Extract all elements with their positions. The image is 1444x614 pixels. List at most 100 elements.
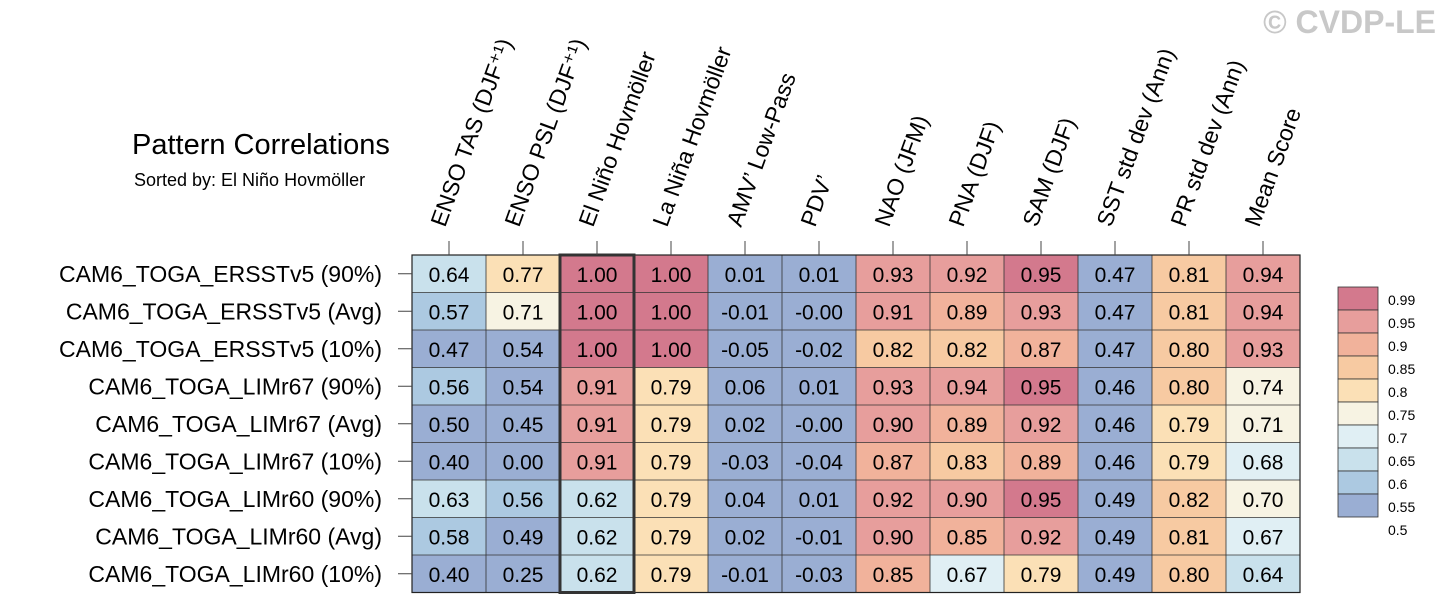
- heatmap-cell: [856, 480, 930, 518]
- heatmap-cell: [708, 255, 782, 293]
- colorbar-label: 0.6: [1388, 476, 1408, 492]
- cell-value-label: 0.56: [503, 489, 544, 512]
- cell-value-label: -0.01: [721, 564, 769, 587]
- colorbar-swatch: [1337, 286, 1379, 311]
- heatmap-cell: [856, 555, 930, 593]
- cell-value-label: 0.91: [873, 301, 914, 324]
- heatmap-cell: [930, 480, 1004, 518]
- heatmap-cell: [782, 292, 856, 330]
- heatmap-cells: 0.64 0.77 1.00 1.00 0.01 0.01 0.93 0.92 0.95 0.47…: [412, 255, 1300, 593]
- heatmap-cell: [930, 517, 1004, 555]
- heatmap-cell: [1226, 292, 1300, 330]
- heatmap-cell: [856, 330, 930, 368]
- heatmap-cell: [782, 367, 856, 405]
- cell-value-label: 0.83: [947, 451, 988, 474]
- cell-value-label: 0.01: [799, 376, 840, 399]
- heatmap-cell: [930, 367, 1004, 405]
- heatmap-grid: [411, 253, 1301, 594]
- heatmap-cell: [486, 367, 560, 405]
- cell-value-label: 0.92: [1021, 414, 1062, 437]
- cell-value-label: 0.95: [1021, 264, 1062, 287]
- colorbar-label: 0.5: [1388, 522, 1408, 538]
- heatmap-cell: [412, 480, 486, 518]
- colorbar-swatch: [1337, 378, 1379, 403]
- cell-value-label: 0.64: [429, 264, 470, 287]
- cell-value-label: 0.95: [1021, 376, 1062, 399]
- cell-value-label: 0.62: [577, 526, 618, 549]
- heatmap-cell: [412, 255, 486, 293]
- row-labels: CAM6_TOGA_ERSSTv5 (90%) CAM6_TOGA_ERSSTv5…: [59, 261, 412, 587]
- heatmap-cell: [1004, 442, 1078, 480]
- cell-value-label: 0.82: [873, 339, 914, 362]
- heatmap-cell: [560, 292, 634, 330]
- colorbar-label: 0.65: [1388, 453, 1415, 469]
- heatmap-cell: [708, 330, 782, 368]
- heatmap-cell: [1226, 405, 1300, 443]
- heatmap-cell: [560, 405, 634, 443]
- heatmap-cell: [930, 555, 1004, 593]
- heatmap-cell: [560, 330, 634, 368]
- cell-value-label: 0.80: [1169, 564, 1210, 587]
- heatmap-cell: [1078, 555, 1152, 593]
- cell-value-label: 0.74: [1243, 376, 1284, 399]
- cell-value-label: -0.00: [795, 414, 843, 437]
- cell-value-label: 0.62: [577, 489, 618, 512]
- cell-value-label: 0.80: [1169, 339, 1210, 362]
- cell-value-label: 0.54: [503, 376, 544, 399]
- cell-value-label: 0.64: [1243, 564, 1284, 587]
- heatmap-cell: [634, 480, 708, 518]
- cell-value-label: 0.90: [873, 526, 914, 549]
- heatmap-cell: [634, 330, 708, 368]
- row-label: CAM6_TOGA_ERSSTv5 (Avg): [66, 298, 382, 324]
- heatmap-cell: [1004, 330, 1078, 368]
- heatmap-cell: [486, 480, 560, 518]
- heatmap-cell: [1226, 442, 1300, 480]
- colorbar-swatch: [1337, 355, 1379, 380]
- heatmap-cell: [1004, 480, 1078, 518]
- cell-value-label: 0.79: [651, 526, 692, 549]
- colorbar-swatch: [1337, 332, 1379, 357]
- cell-value-label: -0.00: [795, 301, 843, 324]
- heatmap-cell: [1004, 405, 1078, 443]
- heatmap-cell: [1004, 255, 1078, 293]
- heatmap-cell: [1226, 255, 1300, 293]
- column-label: La Niña Hovmöller: [647, 43, 736, 230]
- cell-value-label: 0.06: [725, 376, 766, 399]
- heatmap-cell: [412, 555, 486, 593]
- heatmap-cell: [708, 405, 782, 443]
- cell-value-label: 0.47: [429, 339, 470, 362]
- cell-value-label: 1.00: [577, 301, 618, 324]
- heatmap-cell: [1152, 255, 1226, 293]
- heatmap-cell: [856, 255, 930, 293]
- heatmap-cell: [708, 442, 782, 480]
- heatmap-cell: [486, 330, 560, 368]
- row-label: CAM6_TOGA_ERSSTv5 (10%): [59, 336, 382, 362]
- cell-value-label: 0.46: [1095, 376, 1136, 399]
- heatmap-cell: [1004, 367, 1078, 405]
- heatmap-cell: [1226, 555, 1300, 593]
- heatmap-cell: [634, 292, 708, 330]
- column-label: SST std dev (Ann): [1091, 45, 1180, 230]
- heatmap-cell: [560, 367, 634, 405]
- cell-value-label: 0.91: [577, 451, 618, 474]
- cell-value-label: 0.67: [1243, 526, 1284, 549]
- watermark: © CVDP-LE: [1263, 4, 1436, 40]
- cell-value-label: 0.56: [429, 376, 470, 399]
- cell-value-label: 0.92: [1021, 526, 1062, 549]
- heatmap-cell: [486, 255, 560, 293]
- heatmap-cell: [486, 517, 560, 555]
- heatmap-cell: [1004, 292, 1078, 330]
- cell-value-label: 0.90: [873, 414, 914, 437]
- cell-value-label: 0.79: [651, 376, 692, 399]
- cell-value-label: 0.49: [1095, 489, 1136, 512]
- heatmap-cell: [560, 517, 634, 555]
- heatmap-cell: [782, 555, 856, 593]
- colorbar-swatch: [1337, 309, 1379, 334]
- row-label: CAM6_TOGA_LIMr60 (90%): [88, 486, 382, 512]
- cell-value-label: 0.71: [503, 301, 544, 324]
- cell-value-label: 0.91: [577, 414, 618, 437]
- cell-value-label: 0.49: [503, 526, 544, 549]
- heatmap-cell: [930, 292, 1004, 330]
- cell-value-label: 0.92: [947, 264, 988, 287]
- heatmap-cell: [634, 442, 708, 480]
